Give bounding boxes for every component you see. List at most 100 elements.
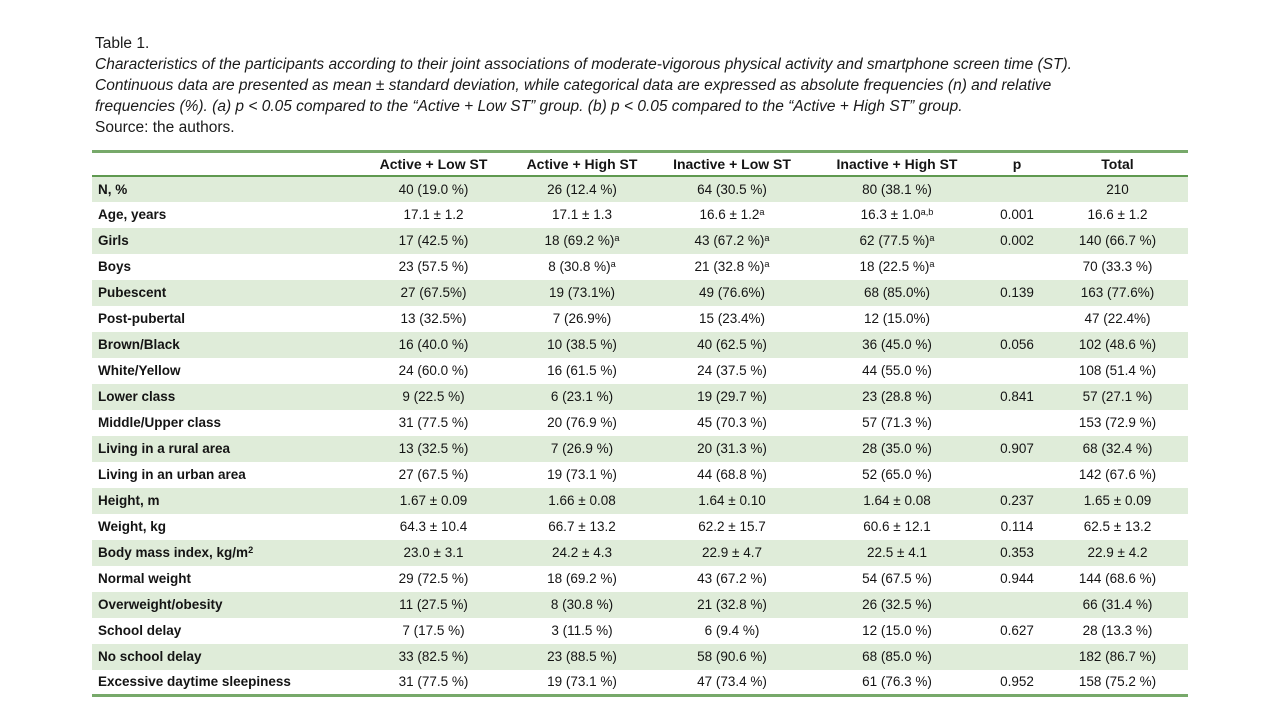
cell: 22.5 ± 4.1 [867, 545, 927, 560]
cell: 0.002 [1000, 233, 1034, 248]
cell: 13 (32.5 %) [398, 441, 469, 456]
table-row: School delay 7 (17.5 %) 3 (11.5 %) 6 (9.4 %… [92, 618, 1188, 644]
caption-description-line-2: Continuous data are presented as mean ± … [95, 77, 1052, 94]
cell: 23.0 ± 3.1 [403, 545, 464, 560]
header-cell-active-low-st: Active + Low ST [360, 151, 507, 177]
row-label: Pubescent [98, 285, 167, 300]
row-label: Lower class [98, 389, 176, 404]
table-row: Living in an urban area 27 (67.5 %) 19 (73… [92, 462, 1188, 488]
cell: 1.65 ± 0.09 [1083, 493, 1152, 508]
cell: 16.6 ± 1.2 [1087, 207, 1148, 222]
cell: 23 (88.5 %) [547, 649, 617, 664]
header-row: Active + Low ST Active + High ST Inactiv… [92, 151, 1188, 177]
cell: 0.952 [1000, 674, 1034, 690]
cell: 19 (29.7 %) [697, 389, 767, 404]
cell: 26 (32.5 %) [862, 597, 932, 612]
cell: 16 (61.5 %) [547, 363, 617, 378]
cell: 0.627 [1000, 623, 1034, 638]
cell: 15 (23.4%) [698, 311, 766, 326]
cell: 31 (77.5 %) [398, 674, 469, 690]
cell: 21 (32.8 %) [697, 597, 767, 612]
cell: 1.64 ± 0.10 [698, 493, 766, 508]
cell: 22.9 ± 4.2 [1087, 545, 1148, 560]
header-cell-active-high-st: Active + High ST [507, 151, 657, 177]
cell: 62 (77.5 %)a [859, 232, 935, 248]
cell: 18 (22.5 %)a [859, 258, 935, 274]
cell: 40 (62.5 %) [697, 337, 767, 352]
cell: 60.6 ± 12.1 [863, 519, 931, 534]
row-label: School delay [98, 623, 182, 638]
cell: 158 (75.2 %) [1078, 674, 1157, 690]
cell: 0.139 [1000, 285, 1034, 300]
cell: 16 (40.0 %) [398, 337, 469, 352]
row-label: Living in an urban area [98, 467, 246, 482]
cell: 26 (12.4 %) [547, 181, 617, 197]
cell: 12 (15.0%) [863, 311, 931, 326]
cell [987, 306, 1047, 332]
table-row: Brown/Black 16 (40.0 %) 10 (38.5 %) 40 (62.… [92, 331, 1188, 358]
row-label: Girls [98, 233, 129, 248]
caption-description-line-3: frequencies (%). (a) p < 0.05 compared t… [95, 98, 963, 115]
row-label: N, % [98, 181, 128, 197]
cell [987, 410, 1047, 436]
cell: 142 (67.6 %) [1078, 467, 1157, 482]
cell: 1.66 ± 0.08 [548, 493, 616, 508]
cell: 43 (67.2 %)a [694, 232, 770, 248]
cell: 29 (72.5 %) [398, 571, 469, 586]
table-row: Boys 23 (57.5 %) 8 (30.8 %)a 21 (32.8 %)a 18… [92, 254, 1188, 280]
cell [987, 462, 1047, 488]
cell: 8 (30.8 %)a [548, 258, 616, 274]
cell: 9 (22.5 %) [402, 389, 465, 404]
cell: 27 (67.5 %) [398, 467, 469, 482]
cell: 61 (76.3 %) [862, 674, 932, 690]
participants-table: Active + Low ST Active + High ST Inactiv… [92, 150, 1188, 697]
table-row: No school delay 33 (82.5 %) 23 (88.5 %) 58 … [92, 643, 1188, 670]
header-cell-inactive-high-st: Inactive + High ST [807, 151, 987, 177]
cell: 0.237 [1000, 493, 1034, 508]
row-label: Middle/Upper class [98, 415, 222, 430]
row-label: Body mass index, kg/m2 [98, 544, 254, 560]
row-label: Excessive daytime sleepiness [98, 674, 291, 690]
table-body: N, % 40 (19.0 %) 26 (12.4 %) 64 (30.5 %) 80 … [92, 175, 1188, 696]
cell: 20 (31.3 %) [697, 441, 767, 456]
cell: 54 (67.5 %) [862, 571, 932, 586]
cell: 36 (45.0 %) [862, 337, 932, 352]
cell: 80 (38.1 %) [862, 181, 932, 197]
cell: 17.1 ± 1.3 [552, 207, 612, 222]
cell: 47 (22.4%) [1084, 311, 1151, 326]
row-label: Normal weight [98, 571, 192, 586]
cell: 31 (77.5 %) [398, 415, 469, 430]
table-row: Normal weight 29 (72.5 %) 18 (69.2 %) 43 (6… [92, 566, 1188, 592]
cell: 68 (32.4 %) [1082, 441, 1153, 456]
cell: 108 (51.4 %) [1078, 363, 1157, 378]
cell: 8 (30.8 %) [550, 597, 614, 612]
cell: 163 (77.6%) [1080, 285, 1155, 300]
row-label: Brown/Black [98, 337, 180, 352]
cell: 24.2 ± 4.3 [552, 545, 612, 560]
cell: 18 (69.2 %) [547, 571, 617, 586]
cell: 66 (31.4 %) [1082, 597, 1153, 612]
cell: 23 (28.8 %) [862, 389, 932, 404]
cell: 13 (32.5%) [400, 311, 467, 326]
cell: 102 (48.6 %) [1078, 337, 1157, 352]
cell: 0.841 [1000, 389, 1034, 404]
row-label: Height, m [98, 493, 160, 508]
table-row: Excessive daytime sleepiness 31 (77.5 %) 1… [92, 670, 1188, 696]
cell: 21 (32.8 %)a [694, 258, 770, 274]
cell: 49 (76.6%) [698, 285, 766, 300]
table-row: Middle/Upper class 31 (77.5 %) 20 (76.9 %)… [92, 410, 1188, 436]
cell: 68 (85.0 %) [862, 649, 932, 664]
cell: 182 (86.7 %) [1078, 649, 1157, 664]
cell: 0.907 [1000, 441, 1034, 456]
table-number: Table 1. [95, 35, 150, 52]
table-row: Age, years 17.1 ± 1.2 17.1 ± 1.3 16.6 ± 1.2… [92, 202, 1188, 228]
cell [987, 358, 1047, 384]
cell: 210 [1106, 181, 1129, 197]
header-cell-inactive-low-st: Inactive + Low ST [657, 151, 807, 177]
header-cell-p-value: p [987, 151, 1047, 177]
cell: 68 (85.0%) [863, 285, 931, 300]
cell: 0.056 [1000, 337, 1034, 352]
cell: 16.6 ± 1.2a [699, 206, 765, 222]
cell: 12 (15.0 %) [862, 623, 932, 638]
table-row: N, % 40 (19.0 %) 26 (12.4 %) 64 (30.5 %) 80 … [92, 175, 1188, 202]
